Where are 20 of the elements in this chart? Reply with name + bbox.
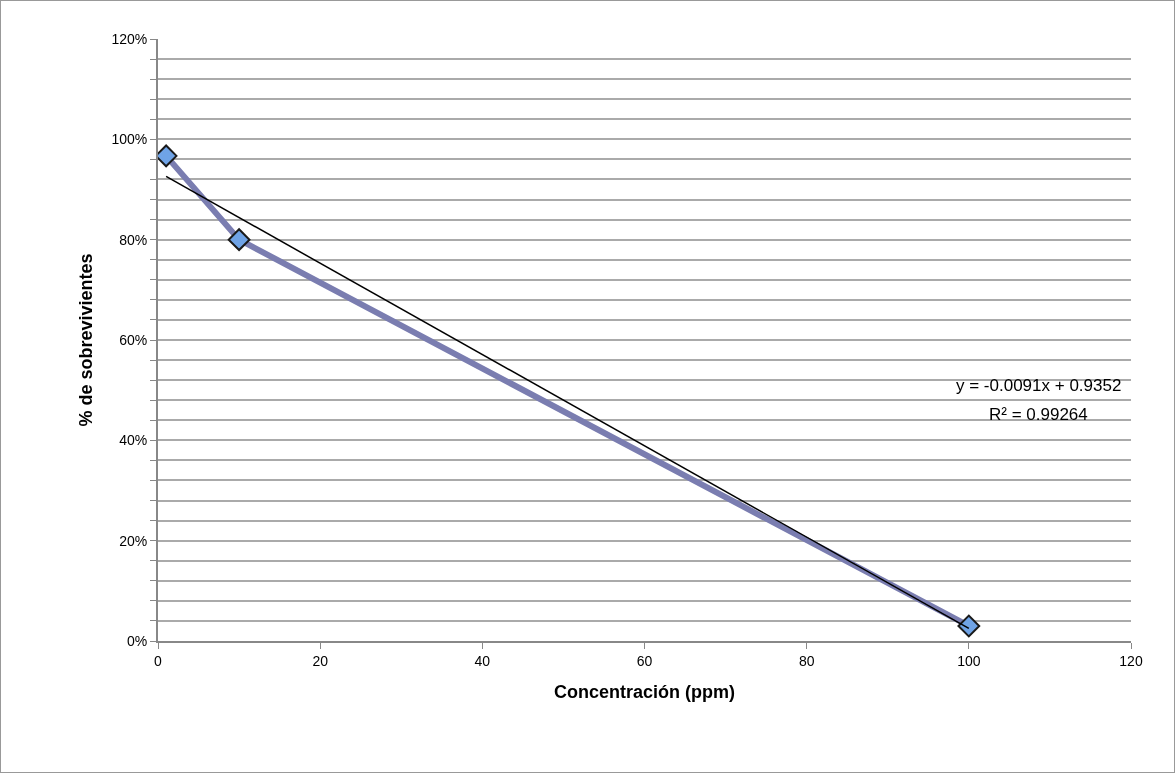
y-tick-label: 120%	[111, 30, 148, 47]
x-tick-label: 120	[1119, 652, 1143, 669]
y-tick-label: 0%	[126, 632, 148, 649]
annotation: y = -0.0091x + 0.9352	[956, 376, 1122, 395]
x-axis-title: Concentración (ppm)	[553, 682, 736, 703]
x-tick-label: 80	[798, 652, 815, 669]
point	[957, 614, 981, 638]
y-tick-label: 60%	[119, 331, 148, 348]
x-tick-label: 60	[636, 652, 653, 669]
x-tick-label: 20	[312, 652, 329, 669]
y-tick-label: 100%	[111, 131, 148, 148]
x-tick-label: 100	[957, 652, 981, 669]
point	[227, 228, 251, 252]
y-tick-label: 40%	[119, 432, 148, 449]
y-tick-label: 20%	[119, 532, 148, 549]
annotation: R² = 0.99264	[989, 405, 1088, 424]
x-tick-label: 0	[154, 652, 163, 669]
y-axis-title: % de sobrevivientes	[76, 253, 97, 427]
x-tick-label: 40	[474, 652, 491, 669]
y-tick-label: 80%	[119, 231, 148, 248]
